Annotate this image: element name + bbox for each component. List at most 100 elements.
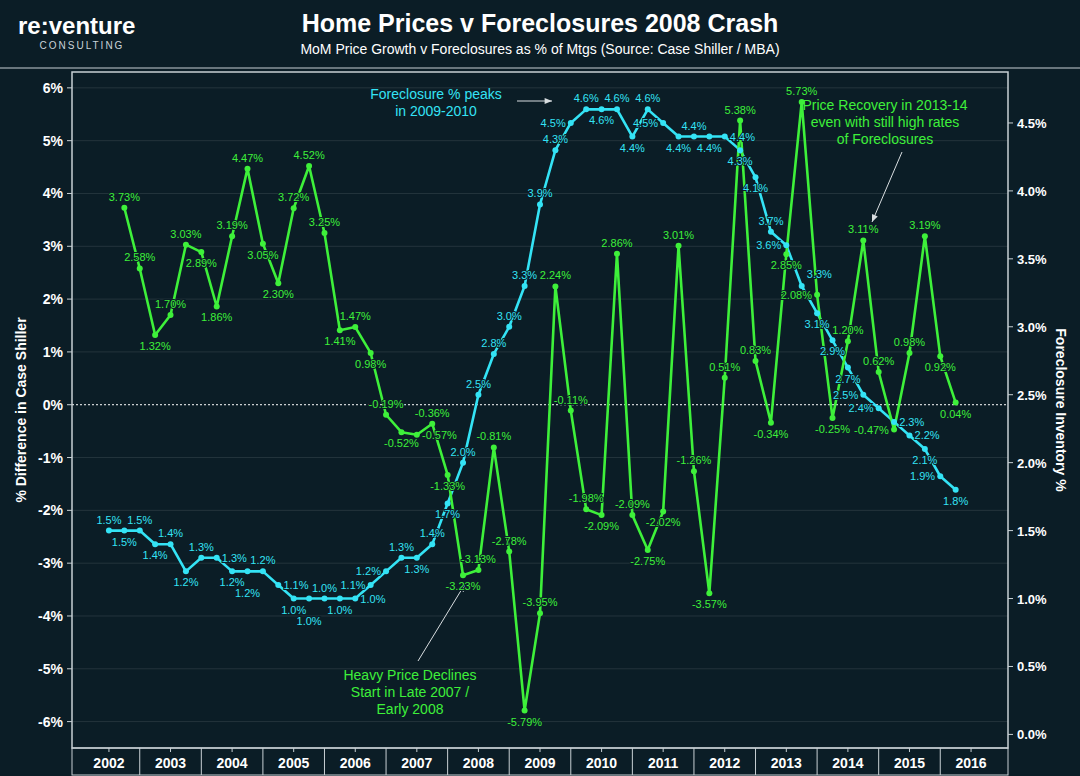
annotation: in 2009-2010 bbox=[395, 103, 477, 119]
point-marker bbox=[368, 350, 374, 356]
x-tick-label: 2011 bbox=[648, 755, 679, 771]
x-separator bbox=[447, 748, 448, 775]
point-marker bbox=[445, 472, 451, 478]
point-marker bbox=[876, 405, 882, 411]
annotation-arrow bbox=[872, 152, 902, 222]
data-label: -0.19% bbox=[369, 398, 404, 410]
data-label: -1.33% bbox=[430, 480, 465, 492]
y-tick-label: -6% bbox=[38, 714, 63, 730]
point-marker bbox=[614, 106, 620, 112]
point-marker bbox=[183, 242, 189, 248]
point-marker bbox=[121, 528, 127, 534]
data-label: 3.1% bbox=[805, 318, 830, 330]
point-marker bbox=[830, 415, 836, 421]
annotation-arrow bbox=[418, 584, 465, 661]
point-marker bbox=[845, 338, 851, 344]
point-marker bbox=[814, 292, 820, 298]
point-marker bbox=[522, 283, 528, 289]
y2-tick-label: 2.0% bbox=[1017, 456, 1047, 471]
point-marker bbox=[275, 582, 281, 588]
data-label: 2.1% bbox=[912, 454, 937, 466]
point-marker bbox=[429, 421, 435, 427]
x-tick-label: 2006 bbox=[340, 755, 371, 771]
data-label: -5.79% bbox=[507, 716, 542, 728]
point-marker bbox=[783, 242, 789, 248]
x-tick-label: 2007 bbox=[401, 755, 432, 771]
x-tick-label: 2004 bbox=[217, 755, 248, 771]
annotation: Early 2008 bbox=[377, 701, 444, 717]
point-marker bbox=[183, 568, 189, 574]
y-tick-label: -4% bbox=[38, 608, 63, 624]
data-label: 2.86% bbox=[601, 237, 632, 249]
point-marker bbox=[537, 201, 543, 207]
point-marker bbox=[352, 324, 358, 330]
point-marker bbox=[645, 547, 651, 553]
data-label: 1.5% bbox=[127, 514, 152, 526]
data-label: 4.4% bbox=[697, 142, 722, 154]
y-axis-title: % Difference in Case Shiller bbox=[13, 317, 29, 503]
data-label: 1.0% bbox=[312, 582, 337, 594]
point-marker bbox=[229, 233, 235, 239]
x-separator bbox=[755, 748, 756, 775]
data-label: 3.05% bbox=[247, 249, 278, 261]
point-marker bbox=[491, 351, 497, 357]
point-marker bbox=[753, 174, 759, 180]
data-label: 1.3% bbox=[389, 541, 414, 553]
point-marker bbox=[953, 400, 959, 406]
y-tick-label: 6% bbox=[43, 80, 64, 96]
point-marker bbox=[168, 541, 174, 547]
data-label: 1.7% bbox=[435, 508, 460, 520]
point-marker bbox=[260, 568, 266, 574]
data-label: 2.4% bbox=[848, 402, 873, 414]
data-label: 0.04% bbox=[940, 408, 971, 420]
point-marker bbox=[706, 590, 712, 596]
point-marker bbox=[568, 408, 574, 414]
point-marker bbox=[737, 118, 743, 124]
grid-line bbox=[72, 563, 1008, 564]
point-marker bbox=[429, 541, 435, 547]
data-label: -3.23% bbox=[446, 580, 481, 592]
data-label: 1.4% bbox=[143, 549, 168, 561]
data-label: -2.09% bbox=[615, 498, 650, 510]
point-marker bbox=[629, 512, 635, 518]
data-label: 3.73% bbox=[109, 191, 140, 203]
point-marker bbox=[922, 446, 928, 452]
point-marker bbox=[152, 332, 158, 338]
data-label: 2.24% bbox=[540, 269, 571, 281]
data-label: -3.13% bbox=[461, 553, 496, 565]
y-tick-label: -1% bbox=[38, 450, 63, 466]
point-marker bbox=[537, 610, 543, 616]
x-tick-label: 2013 bbox=[771, 755, 802, 771]
data-label: 3.9% bbox=[527, 187, 552, 199]
data-label: 4.52% bbox=[293, 149, 324, 161]
point-marker bbox=[137, 265, 143, 271]
data-label: 1.1% bbox=[340, 579, 365, 591]
annotation: Heavy Price Declines bbox=[343, 667, 476, 683]
data-label: 1.8% bbox=[943, 495, 968, 507]
point-marker bbox=[475, 392, 481, 398]
data-label: 4.1% bbox=[743, 182, 768, 194]
point-marker bbox=[275, 280, 281, 286]
point-marker bbox=[552, 283, 558, 289]
point-marker bbox=[583, 106, 589, 112]
y-tick-label: -2% bbox=[38, 502, 63, 518]
data-label: 4.4% bbox=[666, 142, 691, 154]
x-tick-label: 2009 bbox=[524, 755, 555, 771]
x-separator bbox=[324, 748, 325, 775]
point-marker bbox=[321, 230, 327, 236]
data-label: 1.1% bbox=[283, 579, 308, 591]
data-label: 1.0% bbox=[327, 604, 352, 616]
point-marker bbox=[768, 229, 774, 235]
x-separator bbox=[817, 748, 818, 775]
grid-line bbox=[72, 299, 1008, 300]
point-marker bbox=[121, 205, 127, 211]
data-label: 1.70% bbox=[155, 298, 186, 310]
data-label: 2.5% bbox=[833, 389, 858, 401]
point-marker bbox=[599, 512, 605, 518]
brand: re:venture bbox=[18, 12, 135, 39]
point-marker bbox=[691, 468, 697, 474]
point-marker bbox=[891, 427, 897, 433]
data-label: 1.0% bbox=[360, 593, 385, 605]
data-label: 3.03% bbox=[170, 228, 201, 240]
x-tick-label: 2008 bbox=[463, 755, 494, 771]
